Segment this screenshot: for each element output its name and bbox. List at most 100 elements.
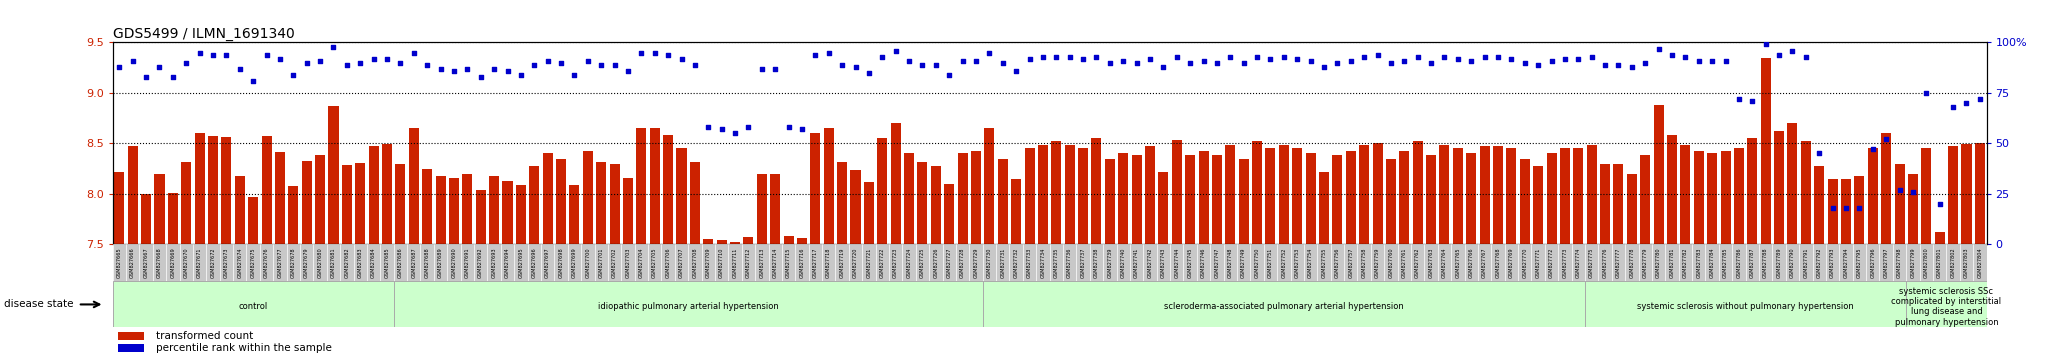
Bar: [741, 244, 756, 299]
Bar: [395, 164, 406, 244]
Text: GSM827787: GSM827787: [1749, 247, 1755, 278]
Bar: [1159, 172, 1169, 244]
Text: GSM827719: GSM827719: [840, 247, 844, 278]
Bar: [555, 244, 567, 299]
Point: [731, 124, 764, 130]
Bar: [1827, 244, 1839, 299]
Text: GSM827682: GSM827682: [344, 247, 350, 278]
Bar: [180, 161, 190, 244]
Bar: [1667, 135, 1677, 244]
Text: GSM827674: GSM827674: [238, 247, 242, 278]
Text: GSM827716: GSM827716: [799, 247, 805, 278]
Text: GSM827675: GSM827675: [250, 247, 256, 278]
Bar: [1239, 159, 1249, 244]
Bar: [408, 244, 420, 299]
Bar: [113, 281, 393, 327]
Text: GSM827709: GSM827709: [707, 247, 711, 278]
Bar: [449, 178, 459, 244]
Bar: [1399, 152, 1409, 244]
Point: [1737, 98, 1769, 104]
Bar: [1518, 244, 1532, 299]
Bar: [969, 244, 983, 299]
Bar: [582, 244, 594, 299]
Bar: [420, 244, 434, 299]
Bar: [1665, 244, 1679, 299]
Point: [170, 60, 203, 65]
Text: GSM827684: GSM827684: [371, 247, 377, 278]
Text: GSM827671: GSM827671: [197, 247, 203, 278]
Bar: [154, 244, 166, 299]
Point: [1749, 42, 1782, 47]
Bar: [1438, 244, 1452, 299]
Text: GSM827688: GSM827688: [424, 247, 430, 278]
Bar: [676, 148, 686, 244]
Bar: [662, 244, 676, 299]
Bar: [272, 244, 287, 299]
Text: GSM827747: GSM827747: [1214, 247, 1219, 278]
Text: GSM827665: GSM827665: [117, 247, 121, 278]
Bar: [502, 181, 512, 244]
Point: [586, 62, 618, 68]
Bar: [635, 244, 647, 299]
Bar: [1196, 244, 1210, 299]
Point: [477, 66, 510, 72]
Bar: [1440, 145, 1450, 244]
Bar: [1960, 244, 1972, 299]
Text: GSM827781: GSM827781: [1669, 247, 1675, 278]
Text: GSM827676: GSM827676: [264, 247, 268, 278]
Bar: [1720, 152, 1731, 244]
Text: GSM827758: GSM827758: [1362, 247, 1366, 278]
Point: [1776, 48, 1808, 53]
Bar: [1343, 244, 1358, 299]
Bar: [287, 244, 299, 299]
Text: GSM827791: GSM827791: [1804, 247, 1808, 278]
Text: GSM827794: GSM827794: [1843, 247, 1849, 278]
Point: [920, 62, 952, 68]
Bar: [758, 174, 766, 244]
Bar: [1251, 141, 1262, 244]
Text: GSM827728: GSM827728: [961, 247, 965, 278]
Bar: [473, 244, 487, 299]
Text: GSM827705: GSM827705: [651, 247, 657, 278]
Point: [1294, 58, 1327, 63]
Bar: [1464, 244, 1479, 299]
Bar: [985, 128, 995, 244]
Text: GSM827670: GSM827670: [184, 247, 188, 278]
Point: [1628, 60, 1661, 65]
Text: GSM827721: GSM827721: [866, 247, 870, 278]
Point: [973, 50, 1006, 56]
Text: GSM827780: GSM827780: [1657, 247, 1661, 278]
Bar: [528, 166, 539, 244]
Text: control: control: [238, 302, 268, 311]
Point: [1509, 60, 1542, 65]
Bar: [729, 242, 739, 244]
Text: GSM827742: GSM827742: [1147, 247, 1153, 278]
Bar: [889, 244, 903, 299]
Bar: [141, 194, 152, 244]
Point: [1253, 56, 1286, 62]
Point: [745, 66, 778, 72]
Bar: [702, 244, 715, 299]
Point: [1120, 60, 1153, 65]
Bar: [127, 147, 137, 244]
Bar: [1640, 155, 1651, 244]
Point: [932, 72, 965, 78]
Text: systemic sclerosis SSc
complicated by interstitial
lung disease and
pulmonary hy: systemic sclerosis SSc complicated by in…: [1892, 287, 2001, 327]
Text: GSM827755: GSM827755: [1321, 247, 1327, 278]
Text: GSM827765: GSM827765: [1456, 247, 1460, 278]
Bar: [246, 244, 260, 299]
Text: GSM827768: GSM827768: [1495, 247, 1501, 278]
Bar: [862, 244, 877, 299]
Bar: [127, 244, 139, 299]
Bar: [1585, 244, 1597, 299]
Bar: [1759, 244, 1772, 299]
Bar: [1534, 166, 1544, 244]
Bar: [1853, 244, 1866, 299]
Bar: [715, 244, 729, 299]
Bar: [596, 161, 606, 244]
Text: GSM827738: GSM827738: [1094, 247, 1100, 278]
Bar: [209, 136, 217, 244]
Text: GSM827694: GSM827694: [506, 247, 510, 278]
Bar: [797, 238, 807, 244]
Point: [639, 50, 672, 56]
